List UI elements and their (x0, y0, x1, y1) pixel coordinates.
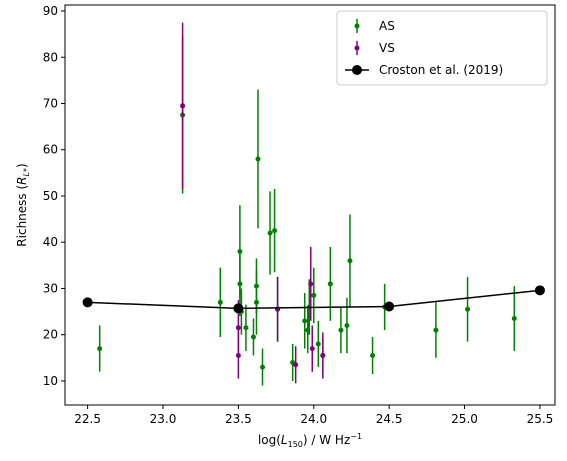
point (308, 281, 314, 287)
y-label-part: Richness ( (15, 185, 29, 247)
point (235, 325, 241, 331)
point (180, 103, 186, 109)
y-tick-label: 20 (43, 328, 58, 342)
x-tick-label: 23.5 (225, 412, 252, 426)
x-label-part: log( (258, 433, 281, 447)
legend-label: VS (379, 41, 395, 55)
point (253, 283, 259, 289)
point (344, 322, 350, 328)
x-tick-label: 24.5 (376, 412, 403, 426)
y-tick-label: 70 (43, 96, 58, 110)
x-tick-label: 25.0 (451, 412, 478, 426)
point (338, 327, 344, 333)
point (260, 364, 266, 370)
y-tick-label: 90 (43, 4, 58, 18)
x-tick-label: 23.0 (150, 412, 177, 426)
x-tick-label: 24.0 (300, 412, 327, 426)
point (370, 353, 376, 359)
point (293, 362, 299, 368)
y-tick-label: 10 (43, 374, 58, 388)
legend-label: AS (379, 19, 395, 33)
legend-swatch (354, 45, 360, 51)
point (233, 303, 244, 314)
point (267, 230, 273, 236)
point (302, 318, 308, 324)
line (87, 289, 541, 310)
point (250, 334, 256, 340)
x-tick-label: 25.5 (527, 412, 554, 426)
y-tick-label: 60 (43, 143, 58, 157)
point (534, 285, 545, 296)
point (272, 228, 278, 234)
x-label-part: L (281, 433, 288, 447)
point (237, 281, 243, 287)
x-label-part: 150 (288, 440, 303, 449)
y-tick-label: 30 (43, 281, 58, 295)
legend-box (336, 10, 548, 86)
point (235, 353, 241, 359)
x-label-part: −1 (350, 432, 362, 441)
point (465, 306, 471, 312)
point (347, 258, 353, 264)
point (255, 156, 261, 162)
point (320, 353, 326, 359)
point (217, 299, 223, 305)
legend-swatch (352, 65, 362, 75)
y-axis-label: Richness (RL*) (15, 163, 31, 246)
point (315, 341, 321, 347)
x-tick-label: 22.5 (74, 412, 101, 426)
point (327, 281, 333, 287)
point (311, 292, 317, 298)
y-tick-label: 40 (43, 235, 58, 249)
y-label-part: ) (15, 163, 29, 168)
y-label-part: R (15, 176, 29, 184)
point (511, 316, 517, 322)
legend-swatch (354, 23, 360, 29)
x-label-part: ) / W Hz (303, 433, 350, 447)
y-tick-label: 50 (43, 189, 58, 203)
plot-frame (64, 4, 556, 406)
point (384, 301, 395, 312)
point (243, 325, 249, 331)
point (97, 346, 103, 352)
y-label-part: L* (22, 168, 31, 176)
x-axis-label: log(L150) / W Hz−1 (258, 432, 362, 449)
point (433, 327, 439, 333)
legend-label: Croston et al. (2019) (379, 63, 503, 77)
point (309, 346, 315, 352)
point (82, 297, 93, 308)
y-tick-label: 80 (43, 50, 58, 64)
